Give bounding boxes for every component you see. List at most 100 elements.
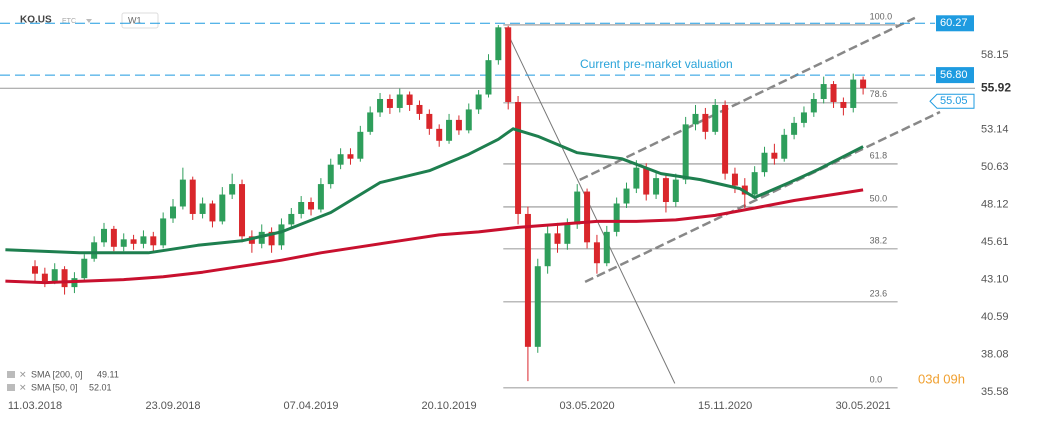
legend-label: SMA [200, 0] [31, 369, 83, 379]
candle-body [475, 94, 482, 110]
candle-body [751, 172, 758, 195]
candle-body [357, 131, 364, 159]
price-tag-label: 56.80 [940, 69, 968, 81]
legend-icon[interactable] [7, 371, 15, 378]
candle-body [31, 266, 38, 274]
candle-body [643, 167, 650, 195]
x-tick-label: 30.05.2021 [836, 400, 891, 412]
candle-body [860, 79, 867, 89]
candle-body [554, 233, 561, 244]
y-tick-label: 45.61 [981, 236, 1009, 248]
candle-body [120, 239, 127, 247]
candle-body [278, 224, 285, 246]
candle-body [347, 154, 354, 159]
candle-body [603, 231, 610, 264]
candle-body [840, 101, 847, 108]
candle-body [110, 228, 117, 247]
candle-body [189, 179, 196, 214]
candle-body [101, 228, 108, 243]
candle-body [495, 27, 502, 61]
x-tick-label: 07.04.2019 [284, 400, 339, 412]
candle-body [791, 122, 798, 135]
candle-body [800, 112, 807, 123]
dropdown-arrow[interactable] [86, 19, 92, 23]
candle-body [61, 269, 68, 288]
symbol-market: ETC [62, 18, 76, 25]
candle-body [633, 167, 640, 189]
fib-label: 38.2 [870, 235, 888, 245]
candle-body [544, 233, 551, 267]
candle-body [515, 101, 522, 214]
candle-body [81, 258, 88, 279]
price-tag [936, 15, 974, 32]
candle-body [485, 60, 492, 95]
candle-body [623, 188, 630, 204]
candle-body [406, 94, 413, 105]
candle-body [140, 236, 147, 244]
candle-body [367, 112, 374, 132]
candle-body [170, 206, 177, 219]
candle-body [446, 119, 453, 141]
candle-body [455, 119, 462, 131]
price-marker-label: 55.05 [940, 95, 968, 107]
candle-body [653, 178, 660, 195]
candle-body [436, 128, 443, 141]
y-tick-label: 35.58 [981, 386, 1009, 398]
y-tick-label: 53.14 [981, 124, 1009, 136]
candle-body [712, 104, 719, 132]
fib-label: 61.8 [870, 150, 888, 160]
candle-body [574, 191, 581, 225]
y-tick-label: 40.59 [981, 311, 1009, 323]
candle-body [850, 79, 857, 108]
legend-close[interactable]: ✕ [19, 369, 27, 379]
candle-body [199, 203, 206, 214]
candle-body [781, 134, 788, 159]
candle-body [672, 179, 679, 203]
candle-body [524, 213, 531, 347]
candle-body [613, 203, 620, 232]
candle-body [160, 218, 167, 246]
y-tick-label: 48.12 [981, 199, 1009, 211]
legend-icon[interactable] [7, 384, 15, 391]
x-tick-label: 11.03.2018 [8, 400, 62, 412]
price-tag [936, 67, 974, 84]
candle-body [692, 113, 699, 125]
candle-body [337, 154, 344, 165]
fib-label: 23.6 [870, 288, 888, 298]
y-tick-label: 38.08 [981, 349, 1009, 361]
candle-body [327, 164, 334, 185]
legend: ✕ SMA [200, 0] 49.11 ✕ SMA [50, 0] 52.01 [7, 369, 119, 392]
candle-body [426, 113, 433, 129]
symbol: KO.US [20, 15, 52, 26]
x-tick-label: 03.05.2020 [560, 400, 615, 412]
timeframe[interactable]: W1 [128, 15, 142, 25]
price-marker [929, 93, 975, 109]
x-tick-label: 15.11.2020 [698, 400, 752, 412]
last-price-label: 55.92 [981, 80, 1011, 94]
countdown: 03d 09h [918, 371, 965, 386]
candle-body [179, 179, 186, 207]
candle-body [377, 98, 384, 113]
annotation: Current pre-market valuation [580, 57, 733, 71]
candle-body [51, 269, 58, 282]
candle-body [505, 27, 512, 102]
trendline [579, 16, 916, 182]
legend-close[interactable]: ✕ [19, 382, 27, 392]
candle-body [564, 224, 571, 244]
y-tick-label: 50.63 [981, 161, 1009, 173]
timeframe-box[interactable] [121, 12, 159, 29]
fib-label: 78.6 [870, 89, 888, 99]
candle-body [317, 184, 324, 210]
candle-body [584, 191, 591, 243]
candle-body [288, 213, 295, 225]
trendline [584, 110, 941, 284]
candle-body [298, 202, 305, 214]
candle-body [830, 84, 837, 102]
candle-body [41, 273, 48, 282]
x-tick-label: 20.10.2019 [422, 400, 477, 412]
candle-body [229, 184, 236, 195]
candle-body [593, 242, 600, 264]
sma-line [5, 127, 864, 255]
candle-body [219, 194, 226, 222]
price-tag-label: 60.27 [940, 17, 968, 29]
